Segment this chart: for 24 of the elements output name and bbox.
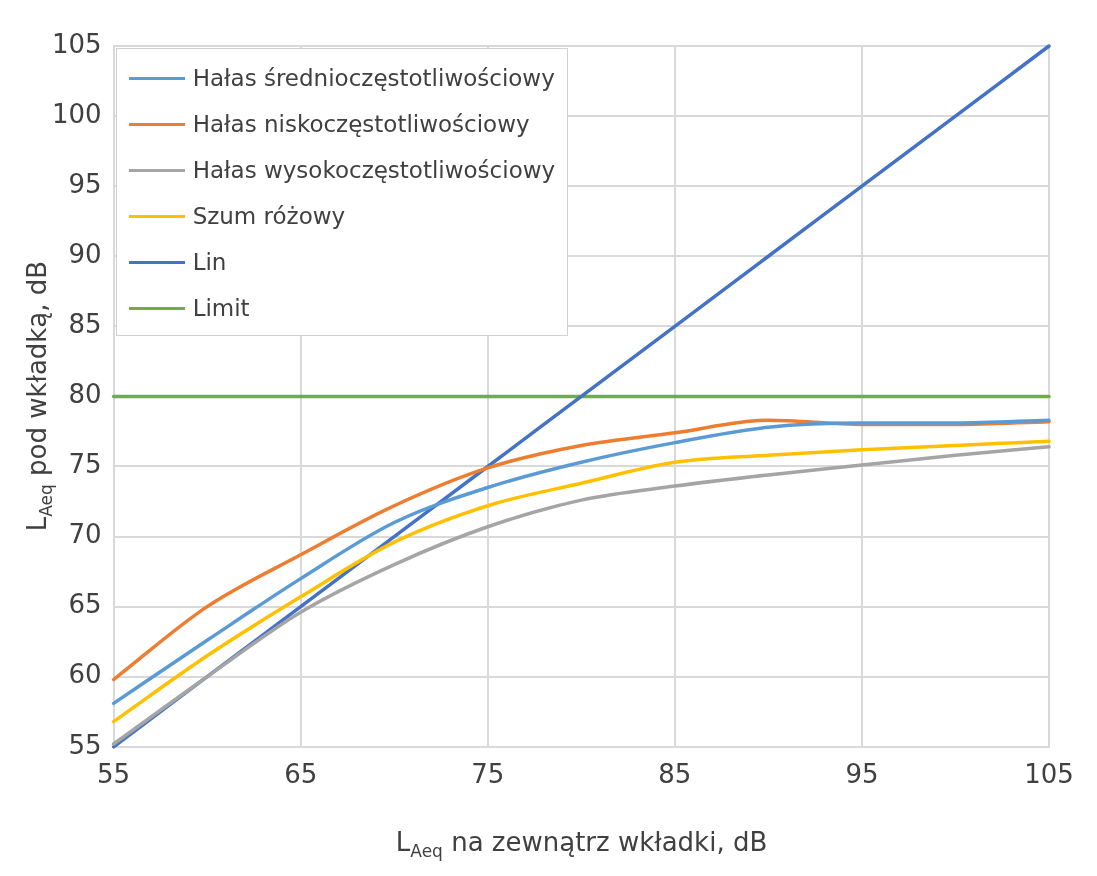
- y-tick-label: 65: [68, 589, 102, 620]
- x-tick-label: 65: [284, 759, 318, 790]
- legend-label: Szum różowy: [192, 203, 346, 229]
- y-tick-label: 90: [68, 238, 102, 269]
- y-tick-label: 80: [68, 379, 102, 410]
- legend-label: Limit: [192, 295, 250, 321]
- y-tick-label: 55: [68, 729, 102, 760]
- y-tick-label: 85: [68, 309, 102, 340]
- x-tick-label: 75: [471, 759, 505, 790]
- y-tick-label: 75: [68, 449, 102, 480]
- y-tick-label: 60: [68, 659, 102, 690]
- legend-label: Lin: [192, 249, 227, 275]
- x-tick-label: 55: [97, 759, 131, 790]
- x-tick-label: 105: [1024, 759, 1074, 790]
- y-tick-label: 95: [68, 168, 102, 199]
- legend-label: Hałas niskoczęstotliwościowy: [192, 111, 530, 137]
- legend-label: Hałas wysokoczęstotliwościowy: [192, 157, 556, 183]
- y-tick-label: 70: [68, 519, 102, 550]
- x-tick-label: 95: [845, 759, 879, 790]
- y-tick-label: 105: [51, 28, 102, 59]
- legend-label: Hałas średnioczęstotliwościowy: [192, 65, 555, 91]
- x-tick-label: 85: [658, 759, 692, 790]
- y-tick-label: 100: [51, 98, 102, 129]
- x-axis-title: L$_{Aeq}$ na zewnątrz wkładki, dB: [395, 826, 768, 861]
